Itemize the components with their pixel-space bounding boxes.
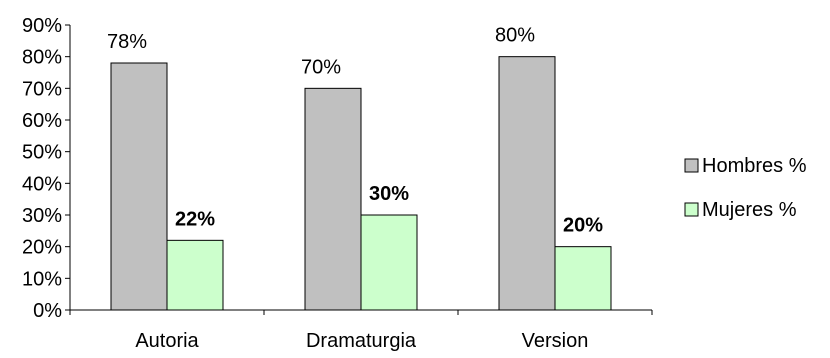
bar-hombres	[304, 87, 362, 311]
bar-mujeres	[360, 214, 418, 311]
legend-label: Mujeres %	[702, 199, 797, 221]
y-tick-label: 10%	[22, 268, 62, 290]
y-tick-label: 70%	[22, 78, 62, 100]
bar-mujeres	[166, 239, 224, 311]
data-label: 78%	[107, 31, 147, 53]
y-tick-label: 0%	[33, 300, 62, 322]
y-tick-label: 20%	[22, 237, 62, 259]
data-labels: 78% 22% 70% 30% 80% 20%	[107, 25, 603, 237]
bar-mujeres	[554, 246, 612, 311]
data-label: 22%	[175, 208, 215, 230]
legend: Hombres % Mujeres %	[672, 147, 822, 237]
y-tick-label: 60%	[22, 110, 62, 132]
legend-swatch	[684, 158, 699, 173]
y-tick-label: 80%	[22, 47, 62, 69]
x-tick-label: Dramaturgia	[306, 330, 417, 352]
data-label: 20%	[563, 215, 603, 237]
data-label: 30%	[369, 183, 409, 205]
data-label: 70%	[301, 56, 341, 78]
x-tick-label: Autoria	[135, 330, 199, 352]
data-label: 80%	[495, 25, 535, 47]
y-tick-label: 30%	[22, 205, 62, 227]
bar-hombres	[498, 56, 556, 311]
y-tick-label: 50%	[22, 142, 62, 164]
y-tick-label: 40%	[22, 173, 62, 195]
bars	[110, 56, 612, 311]
axes: 0% 10% 20% 30% 40% 50% 60% 70% 80% 90% Autoria Dram…	[22, 15, 653, 352]
legend-swatch	[684, 202, 699, 217]
y-tick-label: 90%	[22, 15, 62, 37]
x-tick-label: Version	[522, 330, 589, 352]
legend-label: Hombres %	[702, 155, 807, 177]
bar-hombres	[110, 62, 168, 311]
